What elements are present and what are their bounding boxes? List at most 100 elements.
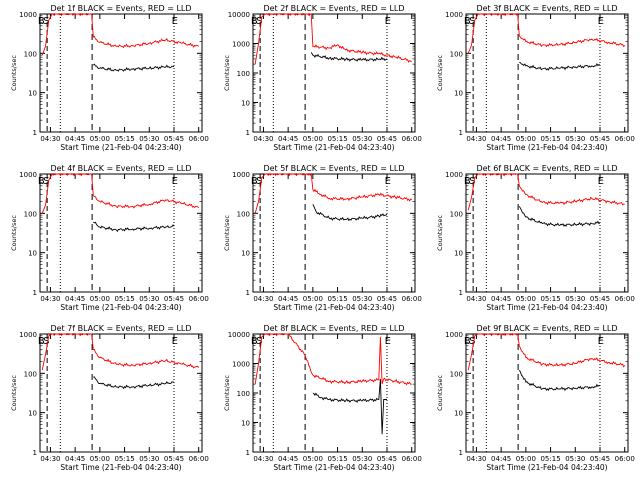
y-tick-label: 100 xyxy=(24,210,37,218)
x-tick-label: 04:30 xyxy=(40,135,60,143)
y-tick-label: 1000 xyxy=(232,171,250,179)
x-tick-label: 04:45 xyxy=(278,295,298,303)
x-axis-label: Start Time (21-Feb-04 04:23:40) xyxy=(273,143,394,152)
plot-title: Det 3f BLACK = Events, RED = LLD xyxy=(476,4,617,13)
lld-series-line xyxy=(41,173,199,214)
plot-frame xyxy=(39,173,203,293)
plot-frame xyxy=(252,13,416,133)
x-tick-label: 04:30 xyxy=(40,455,60,463)
time-marker-label: E xyxy=(385,16,391,27)
y-tick-label: 1 xyxy=(459,449,463,457)
y-tick-label: 1000 xyxy=(445,171,463,179)
plot-title: Det 7f BLACK = Events, RED = LLD xyxy=(50,324,191,333)
x-tick-label: 06:00 xyxy=(615,455,635,463)
x-tick-label: 06:00 xyxy=(189,295,209,303)
detector-plot-2: Det 2f BLACK = Events, RED = LLD 1 10 100 10… xyxy=(223,4,422,152)
x-tick-label: 05:00 xyxy=(90,135,110,143)
detector-plot-3: Det 3f BLACK = Events, RED = LLD 1 10 100 10… xyxy=(436,4,635,152)
events-series-line xyxy=(518,206,601,227)
time-marker-label: B xyxy=(251,176,258,187)
detector-plot-9: Det 9f BLACK = Events, RED = LLD 1 10 100 10… xyxy=(436,324,635,472)
events-series-line xyxy=(312,204,388,222)
y-tick-label: 100 xyxy=(24,370,37,378)
time-marker-label: S xyxy=(43,336,49,347)
time-marker-label: S xyxy=(469,336,475,347)
lld-series-line xyxy=(467,12,626,54)
detector-plot-6: Det 6f BLACK = Events, RED = LLD 1 10 100 10… xyxy=(436,164,635,312)
x-tick-label: 05:00 xyxy=(90,455,110,463)
x-tick-label: 04:45 xyxy=(65,295,85,303)
x-tick-label: 05:45 xyxy=(164,455,184,463)
time-marker-label: E xyxy=(598,336,604,347)
x-tick-label: 05:30 xyxy=(352,295,372,303)
x-tick-label: 04:45 xyxy=(491,135,511,143)
detector-plot-5: Det 5f BLACK = Events, RED = LLD 1 10 100 10… xyxy=(223,164,422,312)
detector-plot-7: Det 7f BLACK = Events, RED = LLD 1 10 100 10… xyxy=(10,324,209,472)
x-axis-label: Start Time (21-Feb-04 04:23:40) xyxy=(273,463,394,472)
y-tick-label: 1 xyxy=(246,289,250,297)
x-tick-label: 05:15 xyxy=(540,455,560,463)
x-tick-label: 05:45 xyxy=(377,455,397,463)
time-marker-label: E xyxy=(172,176,178,187)
x-tick-label: 05:45 xyxy=(164,135,184,143)
lld-series-line xyxy=(254,333,412,386)
y-axis-label: Counts/sec xyxy=(223,215,231,251)
time-marker-label: B xyxy=(38,336,45,347)
events-series-line xyxy=(92,63,175,72)
time-marker-label: S xyxy=(256,16,262,27)
x-tick-label: 05:30 xyxy=(352,135,372,143)
plot-title: Det 1f BLACK = Events, RED = LLD xyxy=(50,4,191,13)
lld-series-line xyxy=(41,333,200,371)
events-series-line xyxy=(310,52,388,62)
x-tick-label: 05:00 xyxy=(303,135,323,143)
plot-frame xyxy=(465,173,629,293)
detector-plot-1: Det 1f BLACK = Events, RED = LLD 1 10 100 10… xyxy=(10,4,209,152)
x-tick-label: 04:30 xyxy=(466,295,486,303)
x-tick-label: 06:00 xyxy=(402,295,422,303)
time-marker-label: B xyxy=(251,16,258,27)
x-tick-label: 05:30 xyxy=(139,455,159,463)
x-tick-label: 06:00 xyxy=(402,135,422,143)
time-marker-label: B xyxy=(251,336,258,347)
y-axis-label: Counts/sec xyxy=(10,55,18,91)
detector-plot-8: Det 8f BLACK = Events, RED = LLD 1 10 100 10… xyxy=(223,324,422,472)
x-tick-label: 06:00 xyxy=(189,135,209,143)
x-axis-label: Start Time (21-Feb-04 04:23:40) xyxy=(60,143,181,152)
y-tick-label: 1 xyxy=(246,129,250,137)
y-tick-label: 10000 xyxy=(228,11,250,19)
plot-frame xyxy=(465,13,629,133)
x-tick-label: 04:30 xyxy=(466,135,486,143)
x-tick-label: 05:30 xyxy=(565,295,585,303)
events-series-line xyxy=(312,378,387,435)
x-tick-label: 06:00 xyxy=(615,135,635,143)
y-tick-label: 10 xyxy=(241,420,250,428)
plot-title: Det 4f BLACK = Events, RED = LLD xyxy=(50,164,191,173)
y-tick-label: 1 xyxy=(33,129,37,137)
y-tick-label: 1000 xyxy=(19,331,37,339)
time-marker-label: E xyxy=(385,176,391,187)
lld-series-line xyxy=(254,172,413,214)
x-tick-label: 05:15 xyxy=(114,135,134,143)
y-axis-label: Counts/sec xyxy=(436,215,444,251)
x-tick-label: 05:30 xyxy=(352,455,372,463)
x-tick-label: 05:15 xyxy=(327,455,347,463)
y-axis-label: Counts/sec xyxy=(10,215,18,251)
x-tick-label: 05:00 xyxy=(516,455,536,463)
y-tick-label: 10 xyxy=(28,250,37,258)
y-tick-label: 1000 xyxy=(232,361,250,369)
y-tick-label: 100 xyxy=(237,390,250,398)
x-tick-label: 05:30 xyxy=(565,135,585,143)
detector-plot-4: Det 4f BLACK = Events, RED = LLD 1 10 100 10… xyxy=(10,164,209,312)
x-tick-label: 05:45 xyxy=(590,455,610,463)
time-marker-label: E xyxy=(598,176,604,187)
x-tick-label: 05:15 xyxy=(327,295,347,303)
y-tick-label: 10 xyxy=(454,90,463,98)
time-marker-label: S xyxy=(43,176,49,187)
x-axis-label: Start Time (21-Feb-04 04:23:40) xyxy=(60,303,181,312)
x-tick-label: 04:45 xyxy=(278,455,298,463)
plot-title: Det 5f BLACK = Events, RED = LLD xyxy=(263,164,404,173)
time-marker-label: S xyxy=(469,16,475,27)
x-axis-label: Start Time (21-Feb-04 04:23:40) xyxy=(60,463,181,472)
